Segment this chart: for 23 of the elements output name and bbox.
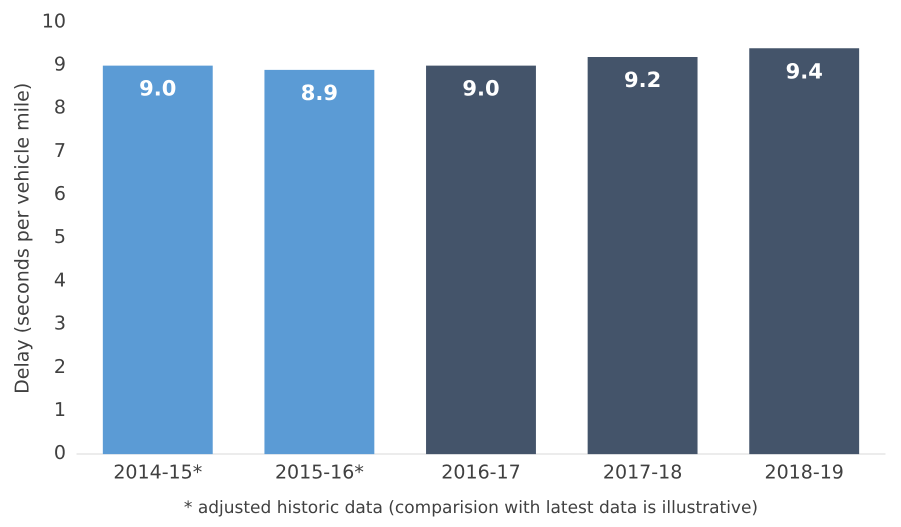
y-tick-label: 3 [54, 312, 66, 335]
x-tick-label: 2014-15* [113, 462, 202, 484]
y-tick-label: 5 [54, 226, 66, 248]
data-label: 9.0 [139, 76, 176, 101]
text: * adjusted historic data (comparision with latest data is illustrative) [184, 498, 758, 518]
y-tick-label: 8 [54, 96, 66, 119]
y-tick-label: 4 [54, 269, 66, 292]
y-tick-label: 2 [54, 356, 66, 378]
x-tick-label: 2015-16* [274, 462, 364, 484]
y-tick-label: 10 [42, 10, 66, 32]
y-tick-label: 0 [54, 442, 66, 464]
data-label: 9.4 [786, 59, 823, 84]
y-tick-label: 9 [54, 54, 66, 76]
y-axis-title: Delay (seconds per vehicle mile) [11, 82, 34, 394]
y-tick-label: 1 [54, 398, 66, 421]
y-tick-label: 6 [54, 183, 66, 206]
y-tick-label: 7 [54, 140, 66, 162]
x-tick-label: 2018-19 [764, 462, 844, 484]
x-tick-label: 2017-18 [602, 462, 682, 484]
data-label: 8.9 [300, 80, 338, 105]
data-label: 9.2 [624, 68, 662, 92]
data-label: 9.0 [462, 76, 500, 101]
x-tick-label: 2016-17 [441, 462, 521, 484]
